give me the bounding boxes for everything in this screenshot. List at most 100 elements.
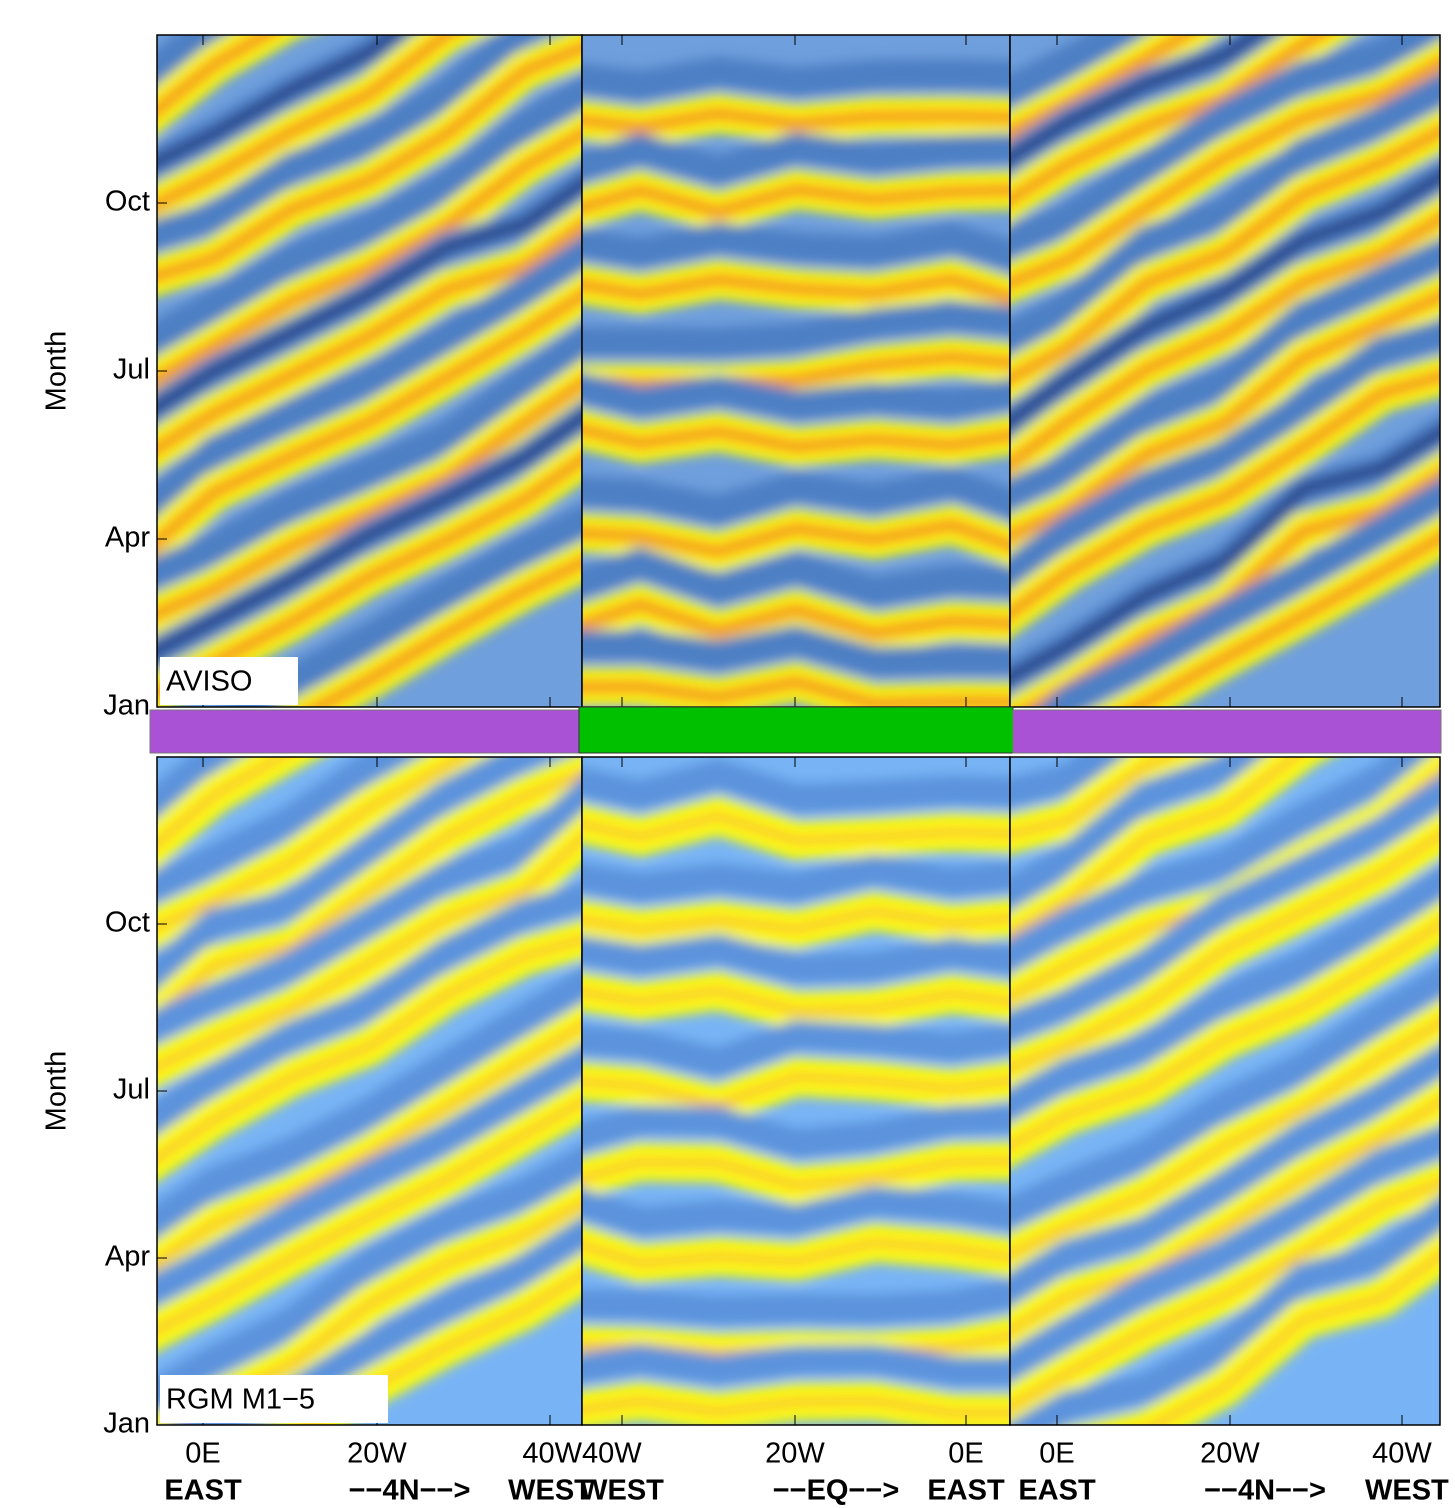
x-tick-label: 40W	[1372, 1438, 1432, 1470]
bar-eq	[578, 706, 1014, 754]
x-tick-label: 20W	[1200, 1438, 1260, 1470]
band-orange	[157, 934, 582, 1165]
band-blue	[582, 1344, 1010, 1387]
band-orange	[582, 1071, 1010, 1110]
band-orange	[1010, 54, 1440, 292]
contour-panel	[1010, 35, 1440, 707]
direction-label: −−EQ−−>	[773, 1475, 900, 1507]
band-orange	[1120, 528, 1440, 707]
band-orange	[157, 35, 464, 213]
contour-panel	[582, 35, 1010, 707]
band-orange	[582, 596, 1010, 642]
field	[157, 757, 582, 1425]
band-blue	[222, 504, 582, 707]
field	[582, 56, 1010, 707]
band-blue	[582, 300, 1010, 358]
direction-label: EAST	[164, 1475, 242, 1507]
band-dark	[157, 177, 582, 413]
band-blue	[1010, 35, 1145, 107]
band-orange	[582, 810, 1010, 846]
panel-label-box	[160, 1375, 388, 1423]
field	[1010, 35, 1440, 707]
panel-label-box	[160, 657, 298, 705]
band-blue	[1010, 72, 1440, 354]
band-orange	[582, 516, 1010, 560]
band-orange	[582, 1237, 1010, 1269]
band-orange	[1010, 287, 1440, 545]
band-orange	[582, 985, 1010, 1016]
band-orange	[1010, 829, 1440, 1073]
band-blue	[582, 624, 1010, 677]
band-orange	[1010, 1177, 1440, 1413]
band-blue	[1010, 1042, 1440, 1306]
band-orange	[157, 757, 291, 850]
band-orange	[582, 1155, 1010, 1191]
band-dark	[157, 411, 582, 657]
band-orange	[582, 271, 1010, 306]
band-blue	[582, 1185, 1010, 1237]
band-orange	[582, 105, 1010, 136]
bar-4n-left	[149, 709, 581, 754]
y-tick-label: Jul	[113, 354, 150, 386]
band-orange	[1010, 1096, 1440, 1336]
band-orange	[582, 349, 1010, 393]
band-blue	[1010, 757, 1125, 808]
band-orange	[1010, 757, 1303, 940]
band-dark	[1010, 426, 1440, 683]
contour-panel	[582, 757, 1010, 1425]
band-orange	[157, 767, 582, 1022]
x-tick-label: 0E	[948, 1438, 983, 1470]
band-blue	[157, 776, 582, 1042]
band-blue	[157, 757, 559, 993]
band-blue	[1010, 318, 1440, 591]
band-dark	[157, 35, 400, 168]
band-blue	[1010, 757, 1431, 973]
band-blue	[582, 56, 1010, 101]
band-dark	[1010, 171, 1440, 428]
y-tick-label: Oct	[105, 186, 150, 218]
band-blue	[157, 75, 582, 354]
band-orange	[157, 39, 582, 285]
y-tick-label: Jan	[103, 690, 150, 722]
band-blue	[1010, 775, 1440, 1042]
band-blue	[1010, 757, 1265, 910]
panel-label: RGM M1−5	[166, 1384, 315, 1416]
band-blue	[582, 933, 1010, 984]
direction-label: EAST	[927, 1475, 1005, 1507]
field	[1010, 757, 1440, 1425]
band-blue	[582, 854, 1010, 903]
band-orange	[1010, 35, 1334, 209]
band-orange	[157, 1020, 582, 1269]
band-blue	[582, 758, 1010, 814]
direction-label: WEST	[508, 1475, 592, 1507]
band-orange	[1010, 1016, 1440, 1260]
band-blue	[157, 323, 582, 588]
band-blue	[157, 235, 582, 520]
band-blue	[582, 132, 1010, 186]
band-orange	[582, 673, 1010, 707]
y-tick-label: Jan	[103, 1408, 150, 1440]
band-orange	[1010, 757, 1178, 840]
band-blue	[1010, 864, 1440, 1121]
y-tick-label: Jul	[113, 1074, 150, 1106]
contour-panel	[1010, 757, 1440, 1425]
band-orange	[582, 421, 1010, 456]
y-axis-label: Month	[41, 1051, 73, 1132]
band-orange	[157, 757, 468, 933]
band-blue	[1010, 35, 1440, 258]
band-orange	[157, 286, 582, 553]
bar-4n-right	[1012, 709, 1442, 754]
direction-label: −−4N−−>	[1204, 1475, 1326, 1507]
y-tick-label: Apr	[105, 522, 150, 554]
field	[157, 35, 582, 707]
band-blue	[582, 467, 1010, 526]
x-tick-label: 20W	[765, 1438, 825, 1470]
direction-label: WEST	[1365, 1475, 1449, 1507]
band-orange	[1010, 209, 1440, 474]
band-blue	[582, 1103, 1010, 1159]
band-orange	[1010, 122, 1440, 388]
panel-frame	[1009, 756, 1441, 1426]
band-blue	[1010, 237, 1440, 511]
panel-label: AVISO	[166, 666, 253, 698]
